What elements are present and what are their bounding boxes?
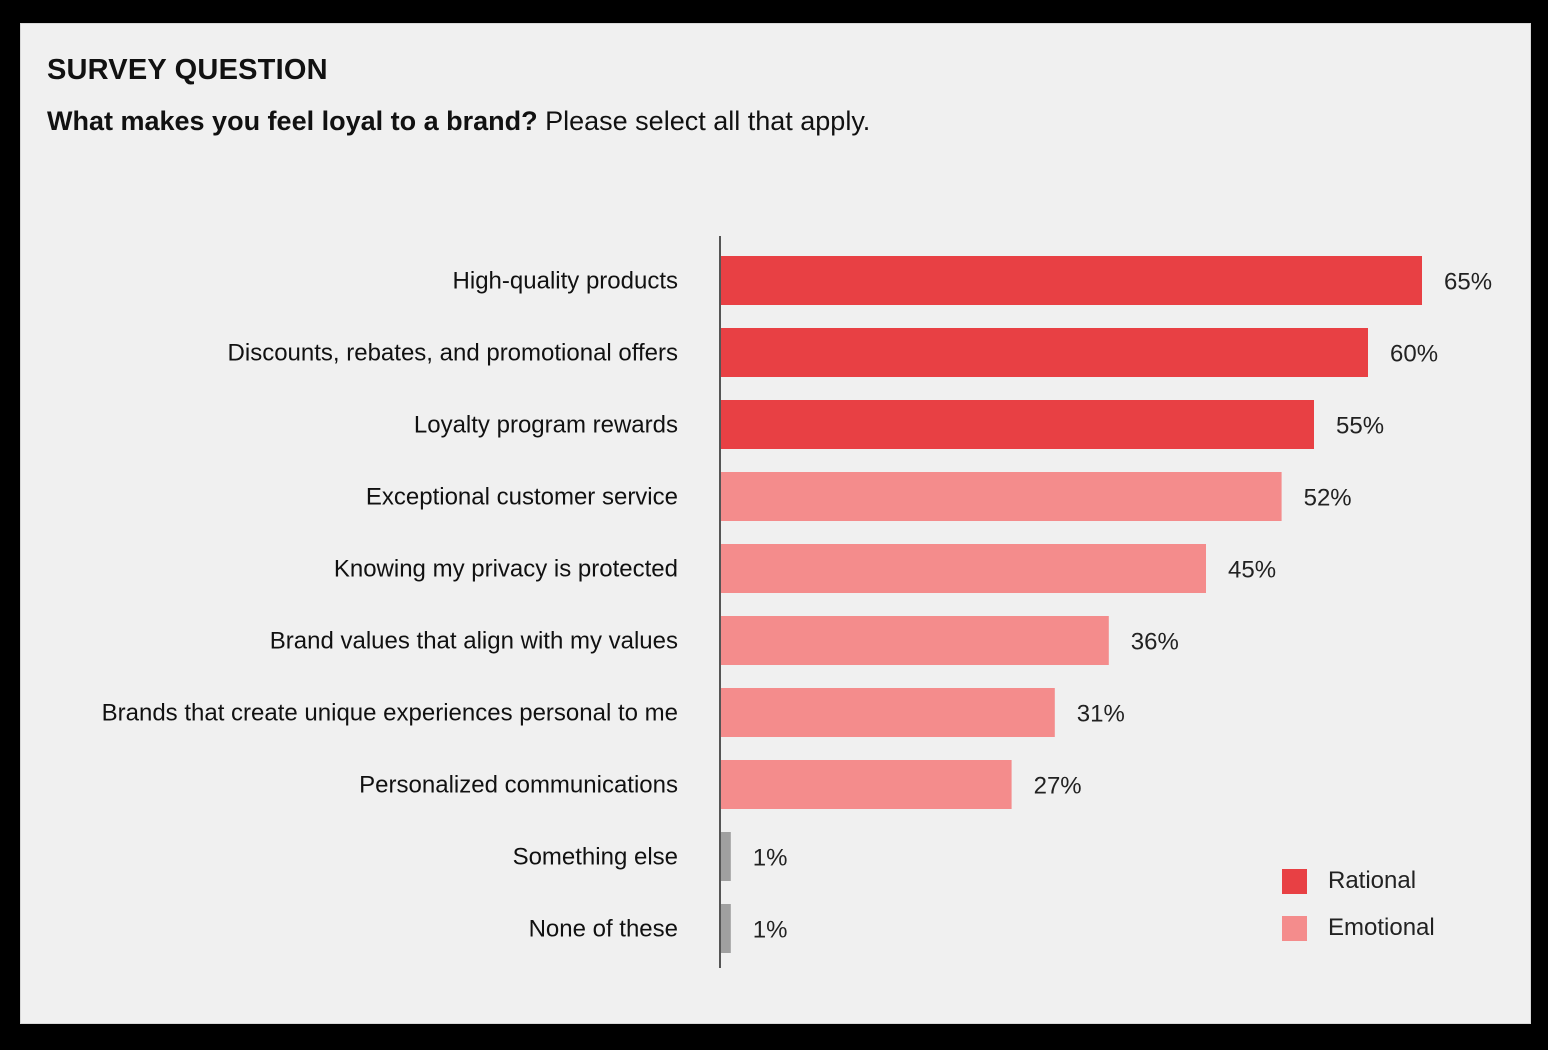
value-label-personalized-communications: 27% — [1034, 773, 1082, 800]
category-label-something-else: Something else — [513, 844, 678, 871]
bar-discounts-rebates-and-promotional-offers — [720, 328, 1368, 377]
value-label-something-else: 1% — [753, 845, 788, 872]
value-label-exceptional-customer-service: 52% — [1304, 485, 1352, 512]
category-label-discounts-rebates-and-promotional-offers: Discounts, rebates, and promotional offe… — [228, 340, 678, 367]
category-label-knowing-my-privacy-is-protected: Knowing my privacy is protected — [334, 556, 678, 583]
category-label-brands-that-create-unique-experiences-personal-to-me: Brands that create unique experiences pe… — [102, 700, 678, 727]
legend-label-emotional: Emotional — [1328, 914, 1435, 941]
bar-brand-values-that-align-with-my-values — [720, 616, 1109, 665]
survey-question: What makes you feel loyal to a brand? Pl… — [47, 106, 870, 137]
bar-none-of-these — [720, 904, 731, 953]
legend-item-rational: Rational — [1282, 866, 1435, 896]
legend-label-rational: Rational — [1328, 867, 1417, 894]
value-label-knowing-my-privacy-is-protected: 45% — [1228, 557, 1276, 584]
legend-swatch-emotional — [1282, 915, 1307, 941]
value-label-brand-values-that-align-with-my-values: 36% — [1131, 629, 1179, 656]
bar-loyalty-program-rewards — [720, 400, 1314, 449]
bar-high-quality-products — [720, 256, 1422, 305]
value-label-discounts-rebates-and-promotional-offers: 60% — [1390, 341, 1438, 368]
value-label-none-of-these: 1% — [753, 917, 788, 944]
legend: Rational Emotional — [1282, 866, 1435, 960]
category-label-brand-values-that-align-with-my-values: Brand values that align with my values — [270, 628, 678, 655]
chart-card — [21, 24, 1530, 1023]
bar-knowing-my-privacy-is-protected — [720, 544, 1206, 593]
legend-item-emotional: Emotional — [1282, 913, 1435, 943]
value-label-high-quality-products: 65% — [1444, 269, 1492, 296]
question-instruction: Please select all that apply. — [537, 106, 871, 136]
survey-heading: SURVEY QUESTION — [47, 54, 328, 86]
bar-personalized-communications — [720, 760, 1012, 809]
category-label-personalized-communications: Personalized communications — [359, 772, 678, 799]
bar-something-else — [720, 832, 731, 881]
value-label-brands-that-create-unique-experiences-personal-to-me: 31% — [1077, 701, 1125, 728]
value-label-loyalty-program-rewards: 55% — [1336, 413, 1384, 440]
legend-swatch-rational — [1282, 868, 1307, 894]
category-label-high-quality-products: High-quality products — [453, 268, 678, 295]
category-label-exceptional-customer-service: Exceptional customer service — [366, 484, 678, 511]
question-bold: What makes you feel loyal to a brand? — [47, 106, 538, 136]
category-label-loyalty-program-rewards: Loyalty program rewards — [414, 412, 678, 439]
bar-brands-that-create-unique-experiences-personal-to-me — [720, 688, 1055, 737]
category-label-none-of-these: None of these — [529, 916, 678, 943]
bar-exceptional-customer-service — [720, 472, 1282, 521]
